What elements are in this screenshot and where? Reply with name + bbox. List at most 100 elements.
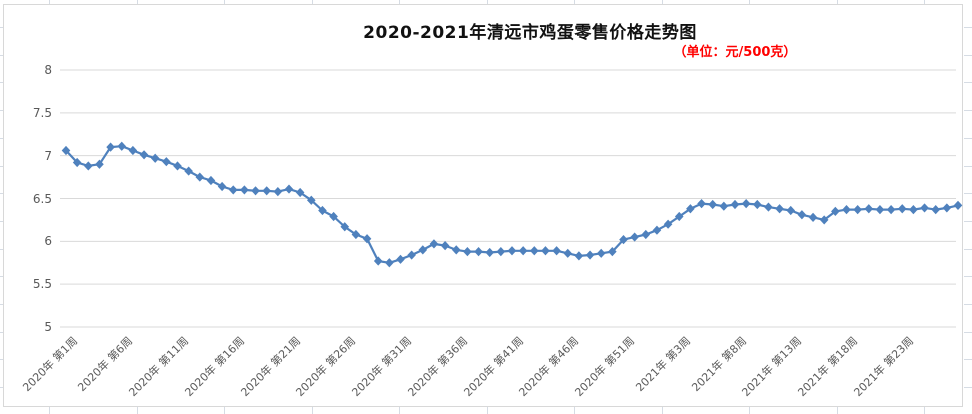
cell-border (964, 166, 972, 167)
cell-border (964, 249, 972, 250)
cell-border (487, 0, 488, 4)
data-point-marker (652, 225, 662, 235)
data-point-marker (84, 161, 93, 171)
data-point-marker (842, 205, 851, 215)
data-point-marker (552, 246, 561, 256)
cell-border (574, 407, 575, 414)
data-point-marker (463, 247, 472, 257)
cell-border (0, 166, 3, 167)
cell-border (837, 407, 838, 414)
data-point-marker (630, 232, 639, 242)
data-point-marker (831, 206, 840, 216)
cell-border (924, 0, 925, 4)
data-point-marker (139, 150, 149, 160)
cell-border (0, 110, 3, 111)
data-point-marker (507, 246, 517, 256)
data-point-marker (641, 229, 651, 240)
cell-border (0, 387, 3, 388)
data-point-marker (764, 202, 773, 212)
data-point-marker (730, 199, 740, 210)
data-point-marker (429, 239, 439, 249)
chart-title: 2020-2021年清远市鸡蛋零售价格走势图 (363, 23, 697, 43)
data-point-marker (574, 251, 584, 261)
cell-border (964, 27, 972, 28)
data-point-marker (619, 235, 628, 245)
data-point-marker (797, 210, 807, 220)
cell-border (837, 0, 838, 4)
cell-border (924, 407, 925, 414)
data-point-marker (407, 250, 416, 260)
data-point-marker (897, 204, 907, 214)
y-axis-label: 6.5 (32, 191, 52, 206)
data-point-marker (195, 172, 205, 182)
data-point-marker (697, 199, 706, 209)
cell-border (487, 407, 488, 414)
cell-border (964, 304, 972, 305)
data-point-marker (530, 246, 539, 256)
data-point-marker (373, 256, 383, 266)
data-point-marker (217, 181, 227, 192)
cell-border (399, 0, 400, 4)
data-point-marker (485, 247, 494, 258)
cell-border (137, 407, 138, 414)
data-point-marker (719, 201, 729, 211)
data-point-marker (585, 250, 595, 260)
data-point-marker (808, 212, 818, 222)
data-point-marker (931, 205, 940, 215)
y-axis-label: 7 (44, 148, 52, 163)
data-point-marker (920, 203, 929, 213)
cell-border (964, 359, 972, 360)
data-point-marker (273, 187, 283, 197)
cell-border (964, 221, 972, 222)
data-point-marker (396, 254, 405, 264)
data-point-marker (329, 211, 338, 222)
data-point-marker (184, 166, 193, 176)
cell-border (662, 0, 663, 4)
data-point-marker (953, 200, 963, 210)
data-point-marker (608, 247, 617, 257)
data-point-marker (295, 187, 305, 198)
data-point-marker (150, 153, 160, 163)
data-point-marker (318, 205, 327, 216)
cell-border (0, 359, 3, 360)
cell-border (574, 0, 575, 4)
cell-border (0, 193, 3, 194)
cell-border (0, 221, 3, 222)
y-axis-label: 8 (44, 63, 52, 77)
cell-border (0, 82, 3, 83)
data-point-marker (72, 157, 82, 168)
data-point-marker (775, 204, 784, 214)
data-point-marker (909, 205, 918, 215)
cell-border (399, 407, 400, 414)
cell-border (964, 138, 972, 139)
data-point-marker (663, 219, 673, 229)
cell-border (224, 0, 225, 4)
chart-subtitle: （单位：元/500克） (673, 45, 797, 60)
cell-border (49, 0, 50, 4)
y-axis-label: 6 (44, 234, 52, 249)
data-point-marker (708, 199, 717, 210)
data-point-marker (474, 247, 483, 257)
data-point-marker (819, 215, 829, 225)
data-point-marker (674, 211, 684, 222)
cell-border (0, 332, 3, 333)
cell-border (964, 110, 972, 111)
cell-border (49, 407, 50, 414)
cell-border (964, 82, 972, 83)
cell-border (964, 276, 972, 277)
data-point-marker (95, 159, 104, 169)
data-point-marker (385, 258, 394, 268)
y-axis-label: 5.5 (32, 277, 52, 292)
data-point-marker (563, 248, 573, 258)
data-point-marker (206, 175, 216, 186)
y-axis-label: 5 (44, 320, 52, 334)
cell-border (137, 0, 138, 4)
data-point-marker (886, 205, 896, 215)
data-point-marker (418, 245, 428, 255)
data-point-marker (686, 204, 695, 214)
data-point-marker (128, 145, 138, 156)
data-point-marker (173, 161, 182, 171)
cell-border (0, 27, 3, 28)
